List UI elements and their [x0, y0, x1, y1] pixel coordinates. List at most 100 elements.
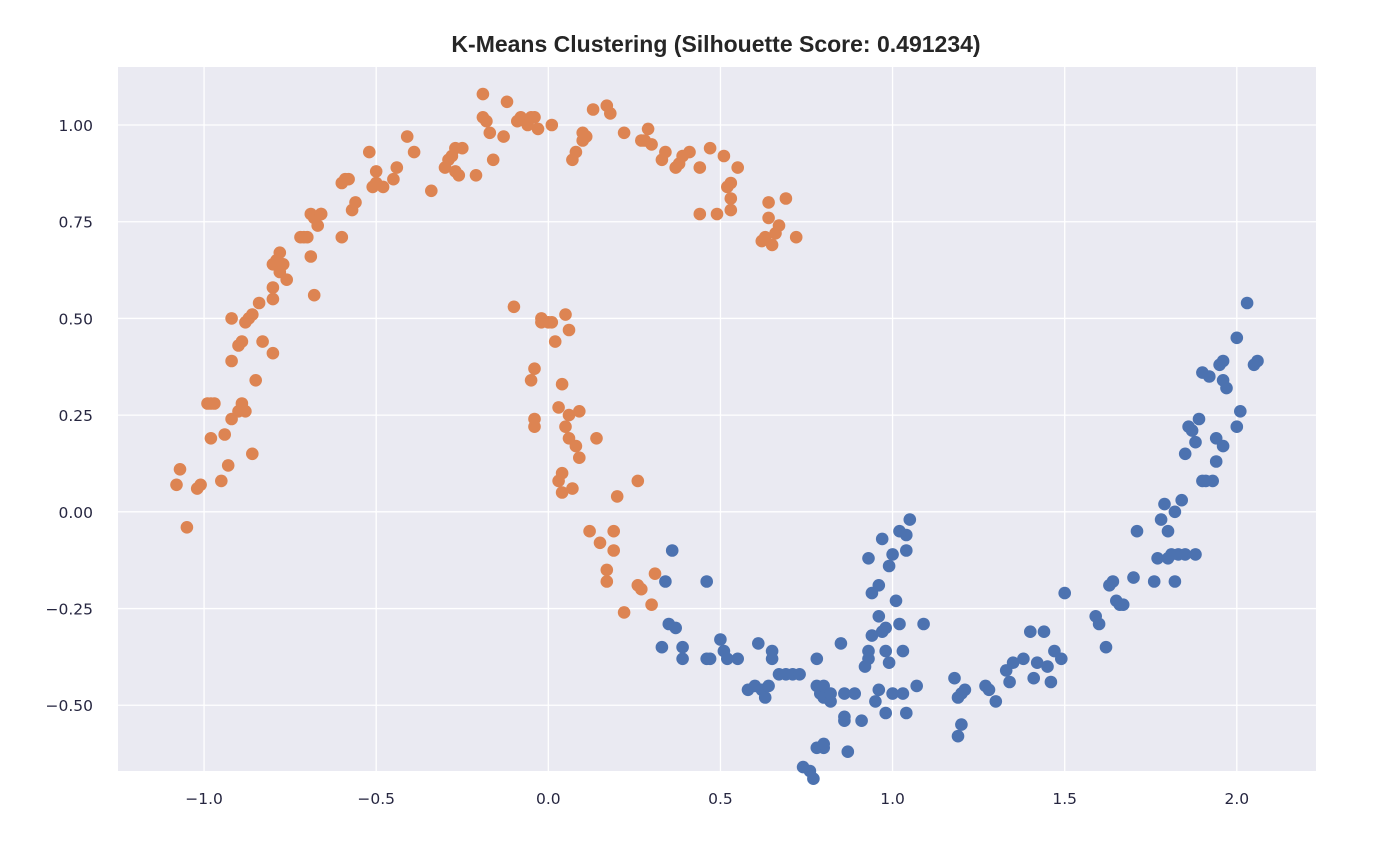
cluster-orange-point — [779, 192, 793, 205]
x-tick-label: 1.5 — [1052, 790, 1077, 808]
cluster-blue-point — [869, 695, 882, 708]
cluster-blue-point — [1003, 675, 1016, 689]
cluster-orange-point — [531, 122, 545, 136]
cluster-blue-point — [958, 683, 972, 697]
cluster-blue-point — [1006, 656, 1020, 669]
cluster-blue-point — [838, 687, 851, 700]
cluster-blue-point — [1216, 354, 1230, 368]
cluster-orange-point — [266, 281, 280, 294]
cluster-blue-point — [659, 575, 672, 588]
cluster-orange-point — [390, 161, 404, 174]
cluster-blue-point — [862, 552, 875, 565]
cluster-orange-point — [252, 296, 266, 310]
cluster-orange-point — [256, 335, 269, 348]
cluster-orange-point — [363, 145, 376, 159]
cluster-blue-point — [1168, 575, 1182, 588]
plot-area — [118, 67, 1316, 771]
cluster-blue-point — [900, 544, 913, 557]
x-tick-label: 0.5 — [708, 790, 733, 808]
cluster-blue-point — [951, 729, 965, 743]
x-tick-label: 0.0 — [536, 790, 561, 808]
cluster-blue-point — [841, 745, 855, 758]
y-tick-label: −0.50 — [46, 697, 94, 715]
cluster-orange-point — [349, 196, 362, 209]
cluster-orange-point — [304, 250, 318, 263]
y-tick-label: 0.50 — [58, 310, 93, 328]
cluster-orange-point — [173, 463, 187, 476]
grid-lines — [118, 67, 1316, 771]
cluster-orange-point — [569, 145, 583, 159]
cluster-blue-point — [1175, 493, 1188, 507]
cluster-orange-point — [600, 575, 614, 588]
cluster-blue-point — [948, 671, 961, 685]
cluster-blue-point — [807, 772, 820, 785]
cluster-orange-point — [280, 273, 294, 287]
cluster-blue-point — [1251, 354, 1264, 368]
cluster-orange-point — [376, 180, 390, 194]
cluster-orange-point — [307, 288, 321, 302]
cluster-blue-point — [655, 640, 669, 654]
cluster-blue-point — [758, 691, 772, 704]
cluster-blue-point — [1092, 617, 1106, 631]
cluster-orange-point — [246, 308, 259, 321]
cluster-orange-point — [645, 138, 658, 151]
cluster-orange-point — [772, 219, 786, 232]
cluster-orange-point — [710, 207, 724, 221]
cluster-blue-point — [1030, 656, 1044, 669]
cluster-blue-point — [862, 652, 875, 666]
x-axis-ticks: −1.0 −0.5 0.0 0.5 1.0 1.5 2.0 — [185, 790, 1249, 808]
cluster-blue-point — [676, 652, 689, 666]
cluster-blue-point — [882, 656, 896, 669]
cluster-blue-point — [1116, 598, 1130, 611]
cluster-blue-point — [669, 621, 682, 635]
cluster-orange-point — [235, 335, 249, 348]
cluster-blue-point — [700, 575, 713, 588]
cluster-orange-point — [559, 308, 572, 321]
cluster-orange-point — [335, 230, 349, 244]
cluster-orange-point — [425, 184, 438, 198]
cluster-orange-point — [507, 300, 521, 314]
cluster-blue-point — [1230, 331, 1244, 345]
cluster-orange-point — [369, 165, 383, 178]
cluster-blue-point — [879, 706, 892, 720]
cluster-orange-point — [480, 114, 493, 128]
cluster-blue-point — [1147, 575, 1161, 588]
cluster-orange-point — [225, 312, 238, 325]
cluster-orange-point — [607, 524, 620, 538]
cluster-blue-point — [731, 652, 744, 666]
cluster-orange-point — [631, 474, 645, 488]
cluster-blue-point — [1027, 671, 1040, 685]
cluster-orange-point — [545, 118, 559, 132]
cluster-blue-point — [1158, 497, 1171, 511]
cluster-orange-point — [486, 153, 500, 167]
cluster-blue-point — [676, 640, 689, 654]
cluster-orange-point — [724, 176, 738, 190]
cluster-orange-point — [387, 172, 400, 186]
cluster-blue-point — [1099, 640, 1113, 654]
cluster-orange-point — [276, 258, 290, 271]
cluster-blue-point — [765, 644, 779, 658]
cluster-orange-point — [528, 362, 541, 376]
y-tick-label: 0.75 — [58, 214, 93, 232]
cluster-orange-point — [500, 95, 514, 109]
cluster-orange-point — [559, 420, 572, 434]
cluster-blue-point — [910, 679, 923, 693]
cluster-blue-point — [1220, 381, 1233, 395]
cluster-blue-point — [879, 644, 892, 658]
cluster-blue-point — [1058, 586, 1071, 600]
cluster-orange-point — [583, 524, 596, 538]
cluster-orange-point — [586, 103, 600, 116]
cluster-blue-point — [1234, 405, 1247, 418]
cluster-blue-point — [886, 687, 899, 700]
cluster-blue-point — [917, 617, 930, 631]
cluster-blue-point — [1168, 505, 1182, 519]
cluster-blue-point — [1037, 625, 1051, 638]
cluster-orange-point — [604, 107, 617, 120]
cluster-orange-point — [555, 486, 569, 499]
cluster-orange-point — [717, 149, 731, 163]
y-axis-ticks: −0.50 −0.25 0.00 0.25 0.50 0.75 1.00 — [46, 117, 94, 715]
cluster-orange-point — [221, 459, 235, 472]
x-tick-label: 2.0 — [1224, 790, 1249, 808]
cluster-blue-point — [882, 559, 896, 573]
cluster-orange-point — [311, 219, 325, 232]
